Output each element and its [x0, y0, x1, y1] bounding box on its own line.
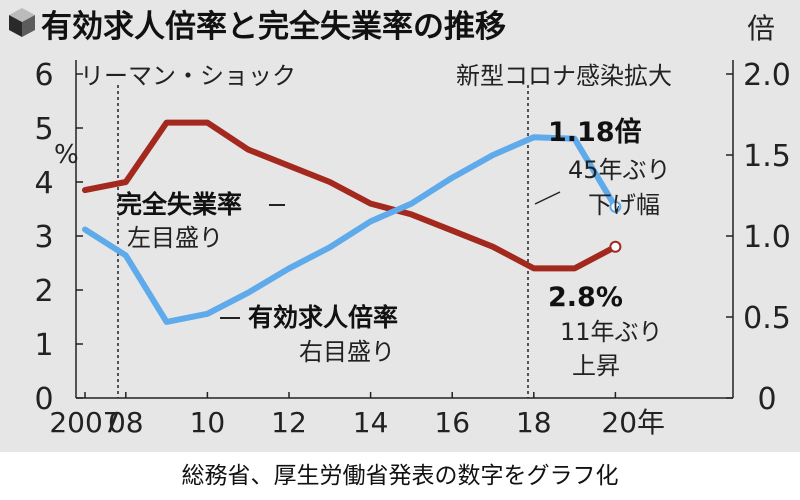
- unemployment-annotation-value: 2.8%: [548, 282, 623, 313]
- chart-title: 有効求人倍率と完全失業率の推移: [41, 9, 506, 45]
- left-tick-label: 0: [34, 382, 53, 417]
- unemployment-endpoint-marker: [609, 240, 622, 253]
- right-tick-label: 1.0: [743, 220, 791, 255]
- left-axis-unit: %: [54, 140, 79, 170]
- job-ratio-annotation-leader: [534, 191, 561, 205]
- job-ratio-axis-note: 右目盛り: [299, 338, 395, 366]
- unemployment-annotation-line1: 11年ぶり: [560, 318, 663, 346]
- x-tick-label: 14: [353, 406, 389, 439]
- right-tick-label: 0: [757, 382, 776, 417]
- left-tick-label: 3: [34, 220, 53, 255]
- x-tick-label: 08: [108, 406, 144, 439]
- right-axis-unit: 倍: [747, 12, 775, 45]
- unemployment-axis-note: 左目盛り: [127, 224, 223, 252]
- right-tick-label: 2.0: [743, 58, 791, 93]
- covid-event-label: 新型コロナ感染拡大: [456, 62, 672, 90]
- x-tick-label: 12: [271, 406, 307, 439]
- x-tick-label: 10: [190, 406, 226, 439]
- unemployment-rate-line: [82, 119, 619, 272]
- left-tick-label: 2: [34, 274, 53, 309]
- right-tick-label: 0.5: [743, 301, 791, 336]
- title-cube-icon: [9, 8, 35, 37]
- source-caption: 総務省、厚生労働省発表の数字をグラフ化: [181, 463, 619, 489]
- left-tick-label: 6: [34, 58, 53, 93]
- job-ratio-annotation-line1: 45年ぶり: [568, 156, 671, 184]
- x-tick-label: 18: [516, 406, 552, 439]
- x-tick-label: 2007: [49, 406, 120, 439]
- right-tick-label: 1.5: [743, 139, 791, 174]
- x-tick-label: 20年: [601, 406, 665, 439]
- lehman-event-label: リーマン・ショック: [80, 62, 296, 90]
- job-ratio-annotation-value: 1.18倍: [548, 116, 642, 148]
- left-tick-label: 1: [34, 328, 53, 363]
- unemployment-series-label: 完全失業率: [117, 190, 242, 219]
- left-tick-label: 4: [34, 166, 53, 201]
- x-tick-label: 16: [434, 406, 470, 439]
- unemployment-annotation-line2: 上昇: [572, 352, 620, 380]
- left-tick-label: 5: [34, 112, 53, 147]
- job-ratio-annotation-line2: 下げ幅: [588, 191, 660, 219]
- job-ratio-line: [82, 134, 619, 325]
- job-ratio-endpoint-marker: [609, 200, 622, 213]
- job-ratio-series-label: 有効求人倍率: [248, 303, 398, 332]
